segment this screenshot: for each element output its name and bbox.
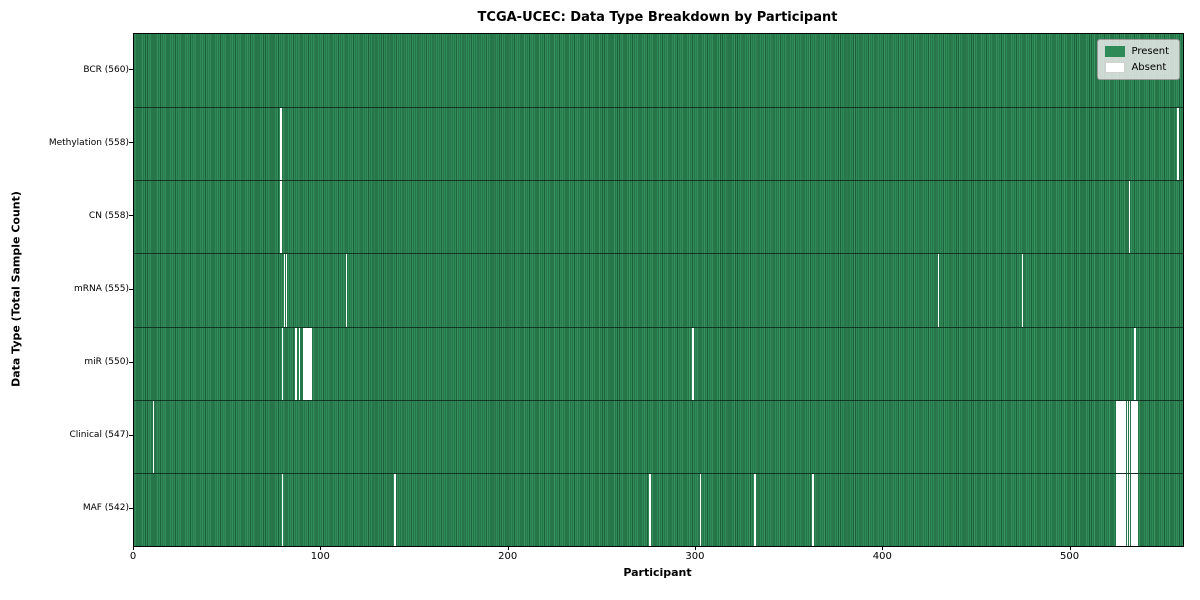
absent-stripe (1115, 473, 1118, 546)
absent-stripe (280, 108, 282, 181)
data-type-row-cn (134, 180, 1183, 254)
absent-stripe (1117, 400, 1119, 473)
legend-absent-label: Absent (1131, 62, 1167, 73)
absent-stripe (304, 327, 306, 400)
absent-stripe (302, 327, 305, 400)
absent-stripe (1134, 473, 1136, 546)
absent-stripe (1132, 473, 1134, 546)
absent-stripe (345, 254, 348, 327)
absent-stripe (937, 254, 940, 327)
absent-stripe (295, 327, 297, 400)
plot-area: Present Absent (133, 33, 1184, 547)
absent-stripe (1123, 400, 1125, 473)
absent-stripe (281, 473, 284, 546)
y-tick-label: CN (558) (88, 210, 129, 221)
y-tick-label: BCR (560) (83, 64, 129, 75)
legend-item-absent: Absent (1105, 62, 1169, 73)
absent-stripe (283, 254, 286, 327)
data-type-row-methylation (134, 107, 1183, 181)
absent-stripe (1117, 473, 1119, 546)
x-tick-label: 100 (310, 551, 330, 562)
y-tick-mark (129, 288, 133, 290)
x-tick-label: 300 (685, 551, 705, 562)
x-tick-label: 200 (498, 551, 518, 562)
absent-stripe (281, 327, 284, 400)
data-type-row-bcr (134, 34, 1183, 107)
absent-stripe (1119, 473, 1121, 546)
x-tick-mark (882, 546, 884, 550)
y-tick-mark (129, 361, 133, 363)
absent-stripe (1021, 254, 1024, 327)
absent-stripe (1177, 108, 1179, 181)
legend-item-present: Present (1105, 46, 1169, 57)
absent-stripe (649, 473, 651, 546)
absent-stripe (280, 181, 282, 254)
absent-stripe (1130, 473, 1133, 546)
y-tick-label: mRNA (555) (74, 284, 129, 294)
y-tick-mark (129, 69, 133, 71)
absent-stripe (1130, 400, 1133, 473)
y-tick-mark (129, 215, 133, 217)
absent-stripe (306, 327, 308, 400)
data-type-row-maf (134, 472, 1183, 546)
absent-stripe (1126, 400, 1129, 473)
absent-stripe (1128, 473, 1131, 546)
data-type-row-clinical (134, 399, 1183, 473)
x-tick-label: 0 (129, 551, 137, 562)
x-tick-mark (1069, 546, 1071, 550)
absent-stripe (1121, 473, 1123, 546)
absent-stripe (308, 327, 310, 400)
absent-stripe (1123, 473, 1125, 546)
x-tick-mark (507, 546, 509, 550)
absent-stripe (394, 473, 396, 546)
absent-stripe (1136, 400, 1138, 473)
y-tick-mark (129, 434, 133, 436)
absent-stripe (1115, 400, 1118, 473)
x-tick-label: 400 (872, 551, 892, 562)
y-tick-mark (129, 142, 133, 144)
absent-stripe (1124, 400, 1127, 473)
y-tick-label: Methylation (558) (48, 137, 129, 148)
absent-stripe (310, 327, 312, 400)
x-axis-label: Participant (623, 566, 692, 579)
absent-stripe (152, 400, 155, 473)
absent-stripe (754, 473, 756, 546)
absent-stripe (699, 473, 702, 546)
absent-swatch-icon (1105, 62, 1126, 73)
absent-stripe (692, 327, 694, 400)
absent-stripe (1124, 473, 1127, 546)
y-tick-label: Clinical (547) (69, 430, 129, 441)
absent-stripe (298, 327, 301, 400)
absent-stripe (1136, 473, 1138, 546)
absent-stripe (1134, 400, 1136, 473)
y-tick-label: MAF (542) (82, 503, 129, 514)
absent-stripe (1119, 400, 1121, 473)
data-type-row-mir (134, 326, 1183, 400)
absent-stripe (1128, 400, 1131, 473)
legend: Present Absent (1097, 39, 1180, 80)
x-tick-mark (133, 546, 134, 550)
absent-stripe (1121, 400, 1123, 473)
absent-stripe (1126, 473, 1129, 546)
y-tick-label: miR (550) (84, 357, 129, 368)
present-swatch-icon (1105, 46, 1126, 57)
absent-stripe (1132, 400, 1134, 473)
absent-stripe (285, 254, 288, 327)
x-tick-mark (694, 546, 696, 550)
absent-stripe (1128, 181, 1131, 254)
absent-stripe (1134, 327, 1136, 400)
data-type-row-mrna (134, 253, 1183, 327)
absent-stripe (812, 473, 814, 546)
legend-present-label: Present (1131, 46, 1169, 57)
x-tick-mark (320, 546, 322, 550)
chart-title: TCGA-UCEC: Data Type Breakdown by Partic… (477, 10, 838, 25)
x-tick-label: 500 (1060, 551, 1080, 562)
y-tick-mark (129, 507, 133, 509)
